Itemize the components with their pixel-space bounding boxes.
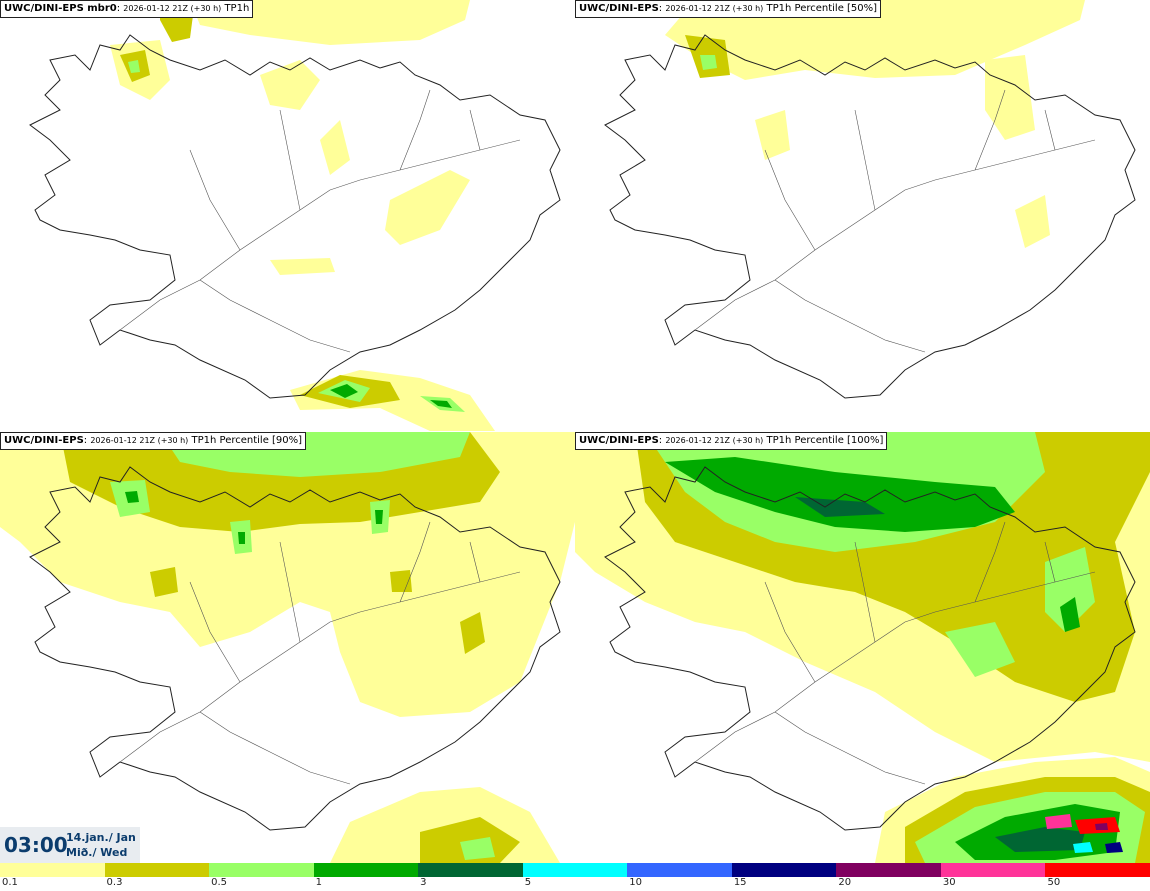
panel-field: TP1h — [224, 3, 250, 14]
colorbar-tick-label: 20 — [838, 877, 852, 888]
precip-area-heavy — [700, 55, 717, 70]
colorbar-segment — [731, 863, 837, 877]
valid-time-box: 03:00 14.jan./ Jan Mið./ Wed — [0, 827, 140, 863]
map-panel-p50: UWC/DINI-EPS: 2026-01-12 21Z (+30 h) TP1… — [575, 0, 1150, 431]
precip-area-medium — [460, 612, 485, 654]
colorbar-segment — [418, 863, 523, 877]
colorbar-ticks: 0.1 0.3 0.5 1 3 5 10 15 20 30 50 — [0, 877, 1150, 891]
colorbar-segment — [0, 863, 105, 877]
road-network — [119, 89, 521, 353]
precip-area-light — [665, 0, 1085, 80]
precip-area-core — [238, 532, 245, 544]
panel-model: UWC/DINI-EPS — [4, 435, 84, 446]
precip-area-core — [375, 510, 383, 524]
valid-time-clock: 03:00 — [4, 833, 68, 857]
map-panel-p90: UWC/DINI-EPS: 2026-01-12 21Z (+30 h) TP1… — [0, 432, 575, 863]
colorbar-tick-label: 15 — [733, 877, 747, 888]
colorbar-tick-label: 5 — [524, 877, 532, 888]
panel-field: TP1h Percentile [100%] — [766, 435, 884, 446]
colorbar-tick-label: 1 — [315, 877, 322, 888]
map-mbr0 — [29, 0, 561, 431]
valid-time-weekday: Mið./ Wed — [66, 846, 128, 859]
colorbar-segment — [627, 863, 732, 877]
panel-field: TP1h Percentile [50%] — [766, 3, 878, 14]
map-p50 — [604, 0, 1136, 399]
precip-area-light — [1015, 195, 1050, 248]
precip-area-light — [190, 0, 470, 45]
precip-area-light — [320, 120, 350, 175]
road-network — [694, 521, 1096, 785]
precip-area-light — [270, 258, 335, 275]
colorbar-tick-label: 3 — [420, 877, 427, 888]
precip-area-core — [430, 400, 452, 408]
panel-field: TP1h Percentile [90%] — [191, 435, 303, 446]
colorbar-tick-label: 0.1 — [2, 877, 18, 888]
panel-title: UWC/DINI-EPS: 2026-01-12 21Z (+30 h) TP1… — [575, 0, 882, 18]
panel-title: UWC/DINI-EPS: 2026-01-12 21Z (+30 h) TP1… — [575, 432, 888, 450]
precip-area-heavy — [460, 837, 495, 860]
precip-area-medium — [150, 567, 178, 597]
coastline — [29, 466, 561, 831]
map-panel-p100: UWC/DINI-EPS: 2026-01-12 21Z (+30 h) TP1… — [575, 432, 1150, 863]
precip-area-extreme — [1095, 823, 1108, 830]
panel-title: UWC/DINI-EPS: 2026-01-12 21Z (+30 h) TP1… — [0, 432, 307, 450]
colorbar-tick-label: 0.3 — [106, 877, 123, 888]
map-p100 — [575, 432, 1150, 863]
panel-run: 2026-01-12 21Z (+30 h) — [123, 4, 222, 13]
precip-area-extreme — [1105, 842, 1123, 853]
panel-title: UWC/DINI-EPS mbr0: 2026-01-12 21Z (+30 h… — [0, 0, 254, 18]
precip-area-light — [755, 110, 790, 160]
precip-area-extreme — [1073, 842, 1093, 853]
colorbar-legend — [0, 863, 1150, 877]
panel-model: UWC/DINI-EPS mbr0 — [4, 3, 117, 14]
map-panel-mbr0: UWC/DINI-EPS mbr0: 2026-01-12 21Z (+30 h… — [0, 0, 575, 431]
colorbar-segment — [313, 863, 419, 877]
precip-area-light — [385, 170, 470, 245]
precip-area-light — [260, 60, 320, 110]
precip-area-core — [330, 384, 358, 398]
panel-run: 2026-01-12 21Z (+30 h) — [665, 4, 764, 13]
precip-area-extreme — [1045, 814, 1072, 829]
map-p90 — [0, 432, 575, 863]
colorbar-segment — [1045, 863, 1150, 877]
coastline — [29, 34, 561, 399]
precip-area-core — [125, 491, 139, 503]
colorbar-tick-label: 50 — [1047, 877, 1061, 888]
colorbar-segment — [104, 863, 210, 877]
panel-model: UWC/DINI-EPS — [579, 435, 659, 446]
colorbar-segment — [522, 863, 628, 877]
coastline — [604, 34, 1136, 399]
valid-time-date: 14.jan./ Jan — [66, 831, 136, 844]
coastline — [604, 466, 1136, 831]
precip-area-heavy — [1045, 547, 1095, 632]
precip-area-heavy — [128, 60, 140, 73]
precip-area-core — [1060, 597, 1080, 632]
colorbar-segment — [940, 863, 1046, 877]
road-network — [694, 89, 1096, 353]
precip-area-light — [985, 55, 1035, 140]
colorbar-tick-label: 10 — [629, 877, 642, 888]
colorbar-tick-label: 0.5 — [211, 877, 227, 888]
precip-area-core — [665, 457, 1015, 532]
colorbar-segment — [836, 863, 941, 877]
colorbar-tick-label: 30 — [942, 877, 956, 888]
road-network — [119, 521, 521, 785]
panel-run: 2026-01-12 21Z (+30 h) — [90, 436, 189, 445]
panel-model: UWC/DINI-EPS — [579, 3, 659, 14]
precip-area-max — [995, 827, 1085, 852]
colorbar-segment — [209, 863, 314, 877]
precip-area-heavy — [945, 622, 1015, 677]
precip-area-medium — [420, 817, 520, 863]
panel-run: 2026-01-12 21Z (+30 h) — [665, 436, 764, 445]
